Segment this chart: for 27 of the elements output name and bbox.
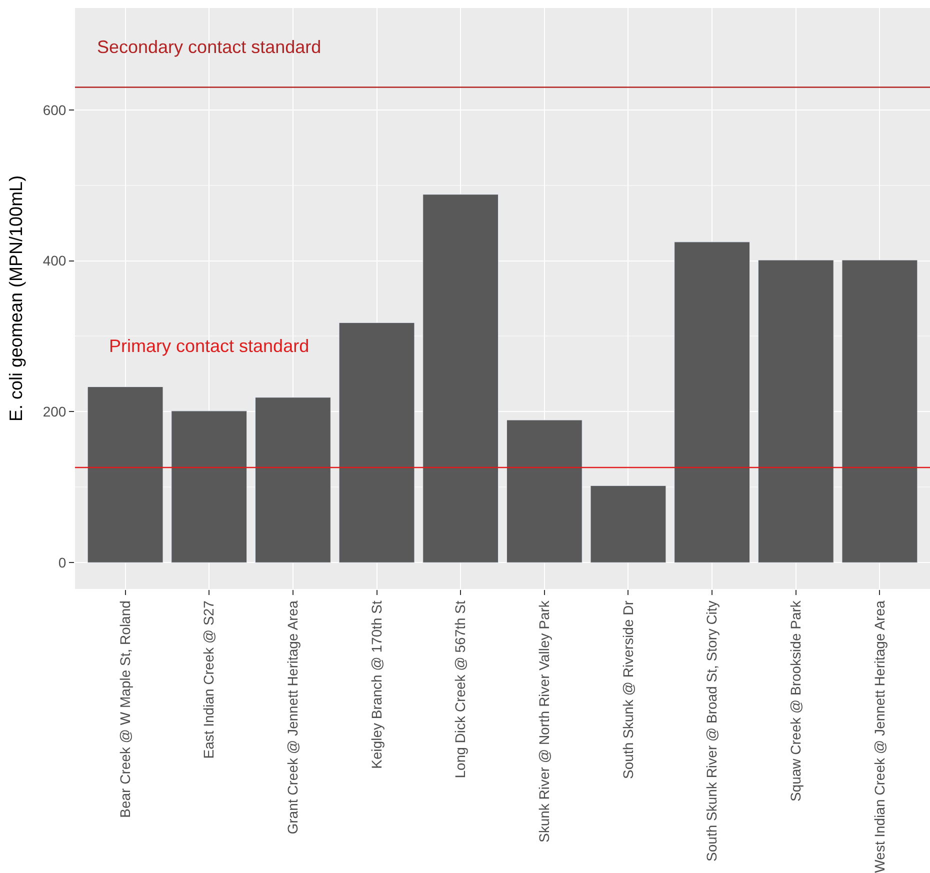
bar [338,322,415,563]
bar [842,260,918,563]
x-tick-label: Grant Creek @ Jennett Heritage Area [284,600,300,834]
bar [674,242,750,563]
x-tick-label: South Skunk River @ Broad St, Story City [704,600,720,862]
bar [506,420,582,563]
x-tick-label: Keigley Branch @ 170th St [368,600,384,769]
bar [254,397,331,563]
y-tick-label: 400 [42,252,66,269]
y-tick-label: 0 [58,554,66,570]
bar [590,485,666,563]
x-tick-label: West Indian Creek @ Jennett Heritage Area [871,600,888,873]
y-tick-label: 200 [42,404,66,420]
bar [758,260,834,563]
x-tick-label: Squaw Creek @ Brookside Park [787,600,804,802]
x-tick-label: East Indian Creek @ S27 [200,600,217,759]
x-tick-label: South Skunk @ Riverside Dr [620,600,636,779]
y-axis-title: E. coli geomean (MPN/100mL) [6,175,26,422]
x-tick-label: Long Dick Creek @ 567th St [452,600,468,778]
bar [422,194,499,563]
annotation: Primary contact standard [109,336,310,356]
y-tick-label: 600 [42,102,66,118]
annotation: Secondary contact standard [97,37,322,57]
bar [87,386,164,563]
bar [171,410,248,563]
x-tick-label: Bear Creek @ W Maple St, Roland [116,600,133,818]
x-tick-label: Skunk River @ North River Valley Park [536,600,552,843]
